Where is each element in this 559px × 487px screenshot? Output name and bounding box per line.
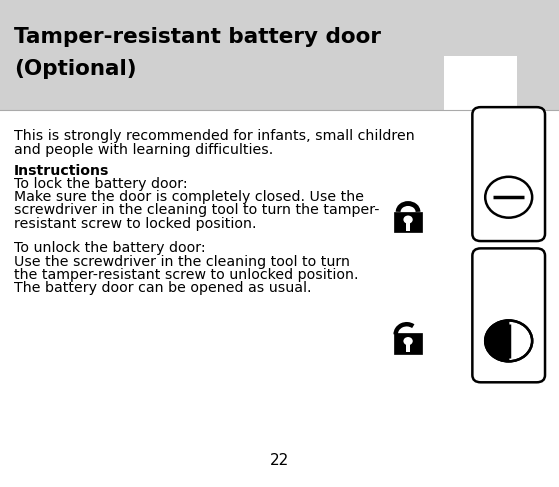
FancyBboxPatch shape: [472, 248, 545, 382]
Text: To unlock the battery door:: To unlock the battery door:: [14, 242, 206, 255]
Bar: [394, 334, 422, 354]
Polygon shape: [485, 320, 509, 361]
Text: the tamper-resistant screw to unlocked position.: the tamper-resistant screw to unlocked p…: [14, 268, 358, 281]
Text: (Optional): (Optional): [14, 59, 136, 79]
Text: This is strongly recommended for infants, small children: This is strongly recommended for infants…: [14, 130, 415, 143]
Circle shape: [485, 177, 532, 218]
Text: screwdriver in the cleaning tool to turn the tamper-: screwdriver in the cleaning tool to turn…: [14, 204, 380, 217]
Bar: [444, 56, 517, 110]
Circle shape: [404, 337, 413, 345]
Circle shape: [404, 216, 413, 224]
Bar: [394, 212, 422, 232]
Text: 22: 22: [270, 453, 289, 468]
Text: resistant screw to locked position.: resistant screw to locked position.: [14, 217, 257, 230]
Text: Instructions: Instructions: [14, 165, 110, 178]
Bar: [406, 223, 410, 230]
Bar: [398, 204, 418, 212]
Bar: [406, 344, 410, 352]
Text: The battery door can be opened as usual.: The battery door can be opened as usual.: [14, 281, 311, 295]
Text: To lock the battery door:: To lock the battery door:: [14, 177, 188, 191]
Bar: [0, 0, 559, 110]
Text: Use the screwdriver in the cleaning tool to turn: Use the screwdriver in the cleaning tool…: [14, 255, 350, 268]
Text: and people with learning difficulties.: and people with learning difficulties.: [14, 143, 273, 156]
Text: Make sure the door is completely closed. Use the: Make sure the door is completely closed.…: [14, 190, 364, 204]
Circle shape: [485, 320, 532, 361]
FancyBboxPatch shape: [472, 107, 545, 241]
Text: Tamper-resistant battery door: Tamper-resistant battery door: [14, 26, 381, 47]
